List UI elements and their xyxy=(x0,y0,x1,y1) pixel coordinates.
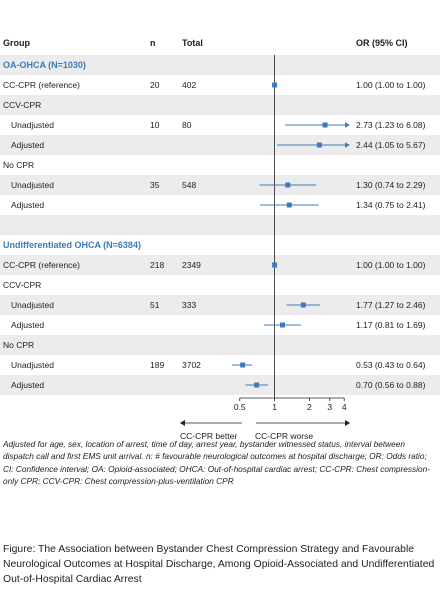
total-value: 80 xyxy=(182,120,192,130)
header-or: OR (95% CI) xyxy=(356,38,408,48)
table-row xyxy=(0,175,440,195)
table-row xyxy=(0,95,440,115)
group-label: No CPR xyxy=(3,340,35,350)
direction-left-arrowhead xyxy=(180,420,185,426)
total-value: 333 xyxy=(182,300,197,310)
x-tick-label: 0.5 xyxy=(234,402,246,412)
or-value: 1.00 (1.00 to 1.00) xyxy=(356,80,426,90)
point-estimate xyxy=(316,142,322,148)
n-value: 35 xyxy=(150,180,160,190)
n-value: 51 xyxy=(150,300,160,310)
row-label: Unadjusted xyxy=(11,180,55,190)
point-estimate xyxy=(322,122,328,128)
or-value: 1.30 (0.74 to 2.29) xyxy=(356,180,426,190)
row-label: CC-CPR (reference) xyxy=(3,80,80,90)
point-estimate xyxy=(300,302,306,308)
total-value: 548 xyxy=(182,180,197,190)
row-label: Adjusted xyxy=(11,320,45,330)
table-row xyxy=(0,375,440,395)
n-value: 10 xyxy=(150,120,160,130)
total-value: 3702 xyxy=(182,360,201,370)
or-value: 0.70 (0.56 to 0.88) xyxy=(356,380,426,390)
row-label: Unadjusted xyxy=(11,300,55,310)
ci-arrow xyxy=(345,142,350,148)
direction-right-arrowhead xyxy=(345,420,350,426)
table-row xyxy=(0,255,440,275)
n-value: 20 xyxy=(150,80,160,90)
group-label: No CPR xyxy=(3,160,35,170)
point-estimate xyxy=(279,322,285,328)
table-row xyxy=(0,335,440,355)
table-row xyxy=(0,295,440,315)
or-value: 0.53 (0.43 to 0.64) xyxy=(356,360,426,370)
x-tick-label: 3 xyxy=(327,402,332,412)
row-label: Unadjusted xyxy=(11,360,55,370)
or-value: 2.44 (1.05 to 5.67) xyxy=(356,140,426,150)
group-label: CCV-CPR xyxy=(3,280,42,290)
section-title: Undifferentiated OHCA (N=6384) xyxy=(3,240,141,250)
ci-arrow xyxy=(345,122,350,128)
x-tick-label: 1 xyxy=(272,402,277,412)
group-label: CCV-CPR xyxy=(3,100,42,110)
row-label: Adjusted xyxy=(11,140,45,150)
total-value: 2349 xyxy=(182,260,201,270)
row-label: Adjusted xyxy=(11,380,45,390)
section-title: OA-OHCA (N=1030) xyxy=(3,60,86,70)
or-value: 2.73 (1.23 to 6.08) xyxy=(356,120,426,130)
row-label: Unadjusted xyxy=(11,120,55,130)
direction-right-label: CC-CPR worse xyxy=(255,431,314,441)
or-value: 1.00 (1.00 to 1.00) xyxy=(356,260,426,270)
table-row xyxy=(0,215,440,235)
table-header: Group n Total OR (95% CI) xyxy=(0,0,440,48)
or-value: 1.34 (0.75 to 2.41) xyxy=(356,200,426,210)
point-estimate xyxy=(286,202,292,208)
point-estimate xyxy=(285,182,291,188)
direction-left-label: CC-CPR better xyxy=(180,431,238,441)
header-total: Total xyxy=(182,38,203,48)
or-value: 1.77 (1.27 to 2.46) xyxy=(356,300,426,310)
table-row xyxy=(0,135,440,155)
n-value: 218 xyxy=(150,260,165,270)
figure-caption: Figure: The Association between Bystande… xyxy=(3,544,435,585)
row-label: CC-CPR (reference) xyxy=(3,260,80,270)
x-tick-label: 4 xyxy=(342,402,347,412)
total-value: 402 xyxy=(182,80,197,90)
header-n: n xyxy=(150,38,156,48)
or-value: 1.17 (0.81 to 1.69) xyxy=(356,320,426,330)
forest-plot: 0.5 1 2 3 4 xyxy=(180,55,350,426)
point-estimate xyxy=(272,82,278,88)
n-value: 189 xyxy=(150,360,165,370)
x-tick-label: 2 xyxy=(307,402,312,412)
point-estimate xyxy=(240,362,246,368)
point-estimate xyxy=(272,262,278,268)
point-estimate xyxy=(254,382,260,388)
table-row xyxy=(0,55,440,75)
header-group: Group xyxy=(3,38,30,48)
footnote: Adjusted for age, sex, location of arres… xyxy=(3,439,430,487)
row-label: Adjusted xyxy=(11,200,45,210)
